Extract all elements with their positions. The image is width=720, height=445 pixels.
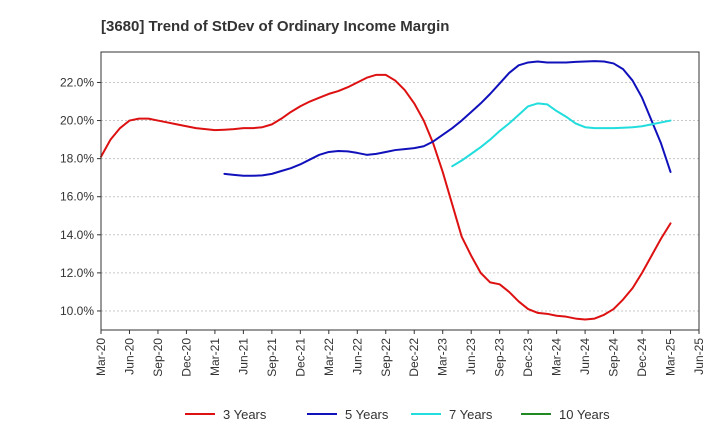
series-line-7-years xyxy=(451,102,672,168)
series-line-5-years xyxy=(223,60,672,177)
x-tick-label: Jun-25 xyxy=(692,338,706,375)
y-tick-label: 10.0% xyxy=(60,304,94,318)
x-tick-label: Sep-20 xyxy=(151,338,165,377)
legend: 3 Years 5 Years 7 Years 10 Years xyxy=(185,407,610,422)
y-axis-ticks: 10.0% 12.0% 14.0% 16.0% 18.0% 20.0% 22.0% xyxy=(60,75,101,318)
x-tick-label: Jun-22 xyxy=(350,338,364,375)
x-tick-label: Mar-20 xyxy=(94,338,108,376)
x-tick-label: Jun-20 xyxy=(122,338,136,375)
legend-label: 7 Years xyxy=(449,407,493,422)
plot-frame xyxy=(100,51,700,331)
y-tick-label: 18.0% xyxy=(60,152,94,166)
x-tick-label: Dec-23 xyxy=(521,338,535,377)
x-tick-label: Dec-24 xyxy=(635,338,649,377)
chart-title: [3680] Trend of StDev of Ordinary Income… xyxy=(101,18,449,35)
x-tick-label: Sep-23 xyxy=(493,338,507,377)
x-tick-label: Mar-21 xyxy=(208,338,222,376)
x-tick-label: Mar-24 xyxy=(550,338,564,376)
x-tick-label: Sep-24 xyxy=(607,338,621,377)
x-tick-label: Dec-22 xyxy=(407,338,421,377)
x-tick-label: Dec-20 xyxy=(179,338,193,377)
x-tick-label: Dec-21 xyxy=(293,338,307,377)
series-lines xyxy=(100,60,672,321)
x-tick-label: Jun-23 xyxy=(464,338,478,375)
x-axis-ticks: Mar-20 Jun-20 Sep-20 Dec-20 Mar-21 Jun-21 Sep-… xyxy=(94,330,706,377)
series-line-3-years xyxy=(100,73,672,321)
x-tick-label: Jun-21 xyxy=(236,338,250,375)
legend-label: 3 Years xyxy=(223,407,267,422)
x-tick-label: Sep-21 xyxy=(265,338,279,377)
y-tick-label: 16.0% xyxy=(60,190,94,204)
x-tick-label: Mar-22 xyxy=(322,338,336,376)
y-tick-label: 20.0% xyxy=(60,114,94,128)
grid-lines xyxy=(101,81,699,312)
y-tick-label: 14.0% xyxy=(60,228,94,242)
legend-label: 10 Years xyxy=(559,407,610,422)
x-tick-label: Jun-24 xyxy=(578,338,592,375)
y-tick-label: 12.0% xyxy=(60,266,94,280)
y-tick-label: 22.0% xyxy=(60,75,94,89)
x-tick-label: Mar-23 xyxy=(436,338,450,376)
x-tick-label: Mar-25 xyxy=(664,338,678,376)
legend-label: 5 Years xyxy=(345,407,389,422)
x-tick-label: Sep-22 xyxy=(379,338,393,377)
